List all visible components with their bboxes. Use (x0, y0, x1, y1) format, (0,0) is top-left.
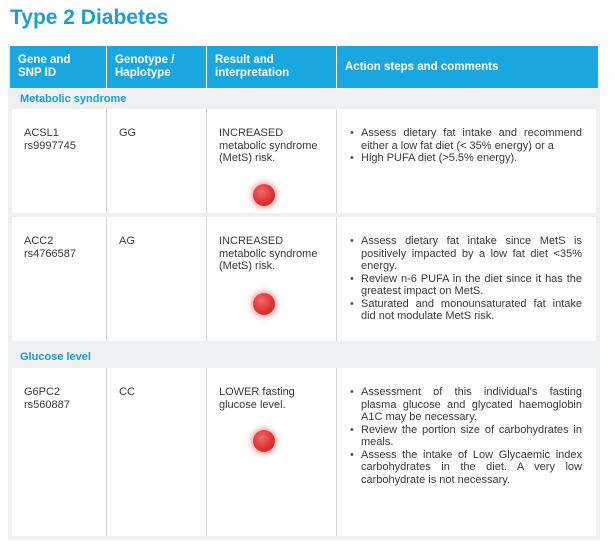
table-row: G6PC2 rs560887 CC LOWER fasting glucose … (12, 368, 596, 536)
action-item: Assessment of this individual's fasting … (350, 386, 582, 424)
action-item: High PUFA diet (>5.5% energy). (350, 152, 582, 165)
column-header-gene: Gene and SNP ID (18, 54, 71, 79)
action-item: Review n-6 PUFA in the diet since it has… (350, 273, 582, 298)
genotype-cell: AG (106, 217, 206, 341)
genotype-value: AG (119, 235, 135, 247)
result-line: glucose level. (219, 398, 286, 411)
result-line: metabolic syndrome (219, 247, 318, 260)
gene-name: G6PC2 (24, 386, 61, 398)
genotype-cell: GG (106, 109, 206, 213)
gene-cell: ACSL1 rs9997745 (12, 109, 106, 213)
genotype-value: CC (119, 386, 135, 398)
actions-cell: Assess dietary fat intake since MetS is … (336, 217, 596, 341)
section-heading-glucose-level: Glucose level (20, 351, 91, 363)
action-item: Assess dietary fat intake since MetS is … (350, 235, 582, 273)
gene-name: ACC2 (24, 235, 54, 247)
gene-cell: G6PC2 rs560887 (12, 368, 106, 536)
action-item: Assess the intake of Low Glycaemic index… (350, 449, 582, 487)
result-line: INCREASED (219, 235, 284, 247)
risk-indicator-dot (253, 184, 275, 206)
risk-indicator-dot (253, 430, 275, 452)
action-list: Assess dietary fat intake since MetS is … (349, 235, 582, 323)
snp-id: rs560887 (24, 398, 70, 411)
genotype-value: GG (119, 127, 137, 139)
result-line: (MetS) risk. (219, 152, 276, 164)
result-cell: INCREASED metabolic syndrome (MetS) risk… (206, 109, 336, 213)
actions-cell: Assess dietary fat intake and recommend … (336, 109, 596, 213)
action-list: Assess dietary fat intake and recommend … (349, 127, 582, 165)
result-line: INCREASED (219, 127, 284, 139)
gene-name: ACSL1 (24, 127, 59, 139)
table-row: ACC2 rs4766587 AG INCREASED metabolic sy… (12, 217, 596, 341)
snp-id: rs4766587 (24, 247, 76, 260)
action-item: Assess dietary fat intake and recommend … (350, 127, 582, 152)
result-cell: LOWER fasting glucose level. (206, 368, 336, 536)
genotype-report-table: Gene and SNP ID Genotype / Haplotype Res… (8, 46, 600, 540)
column-header-actions: Action steps and comments (336, 46, 598, 88)
result-line: metabolic syndrome (219, 139, 318, 152)
snp-id: rs9997745 (24, 139, 76, 152)
column-header-genotype: Genotype / Haplotype (106, 46, 206, 88)
risk-indicator-dot (253, 293, 275, 315)
actions-cell: Assessment of this individual's fasting … (336, 368, 596, 536)
action-item: Saturated and monounsaturated fat intake… (350, 298, 582, 323)
table-header: Gene and SNP ID Genotype / Haplotype Res… (10, 46, 598, 88)
action-list: Assessment of this individual's fasting … (349, 386, 582, 486)
section-heading-metabolic-syndrome: Metabolic syndrome (20, 93, 127, 105)
result-cell: INCREASED metabolic syndrome (MetS) risk… (206, 217, 336, 341)
genotype-cell: CC (106, 368, 206, 536)
page-title: Type 2 Diabetes (10, 6, 169, 29)
column-header-result: Result and interpretation (206, 46, 336, 88)
result-line: (MetS) risk. (219, 260, 276, 272)
table-row: ACSL1 rs9997745 GG INCREASED metabolic s… (12, 109, 596, 213)
result-line: LOWER fasting (219, 386, 295, 398)
gene-cell: ACC2 rs4766587 (12, 217, 106, 341)
action-item: Review the portion size of carbohydrates… (350, 424, 582, 449)
